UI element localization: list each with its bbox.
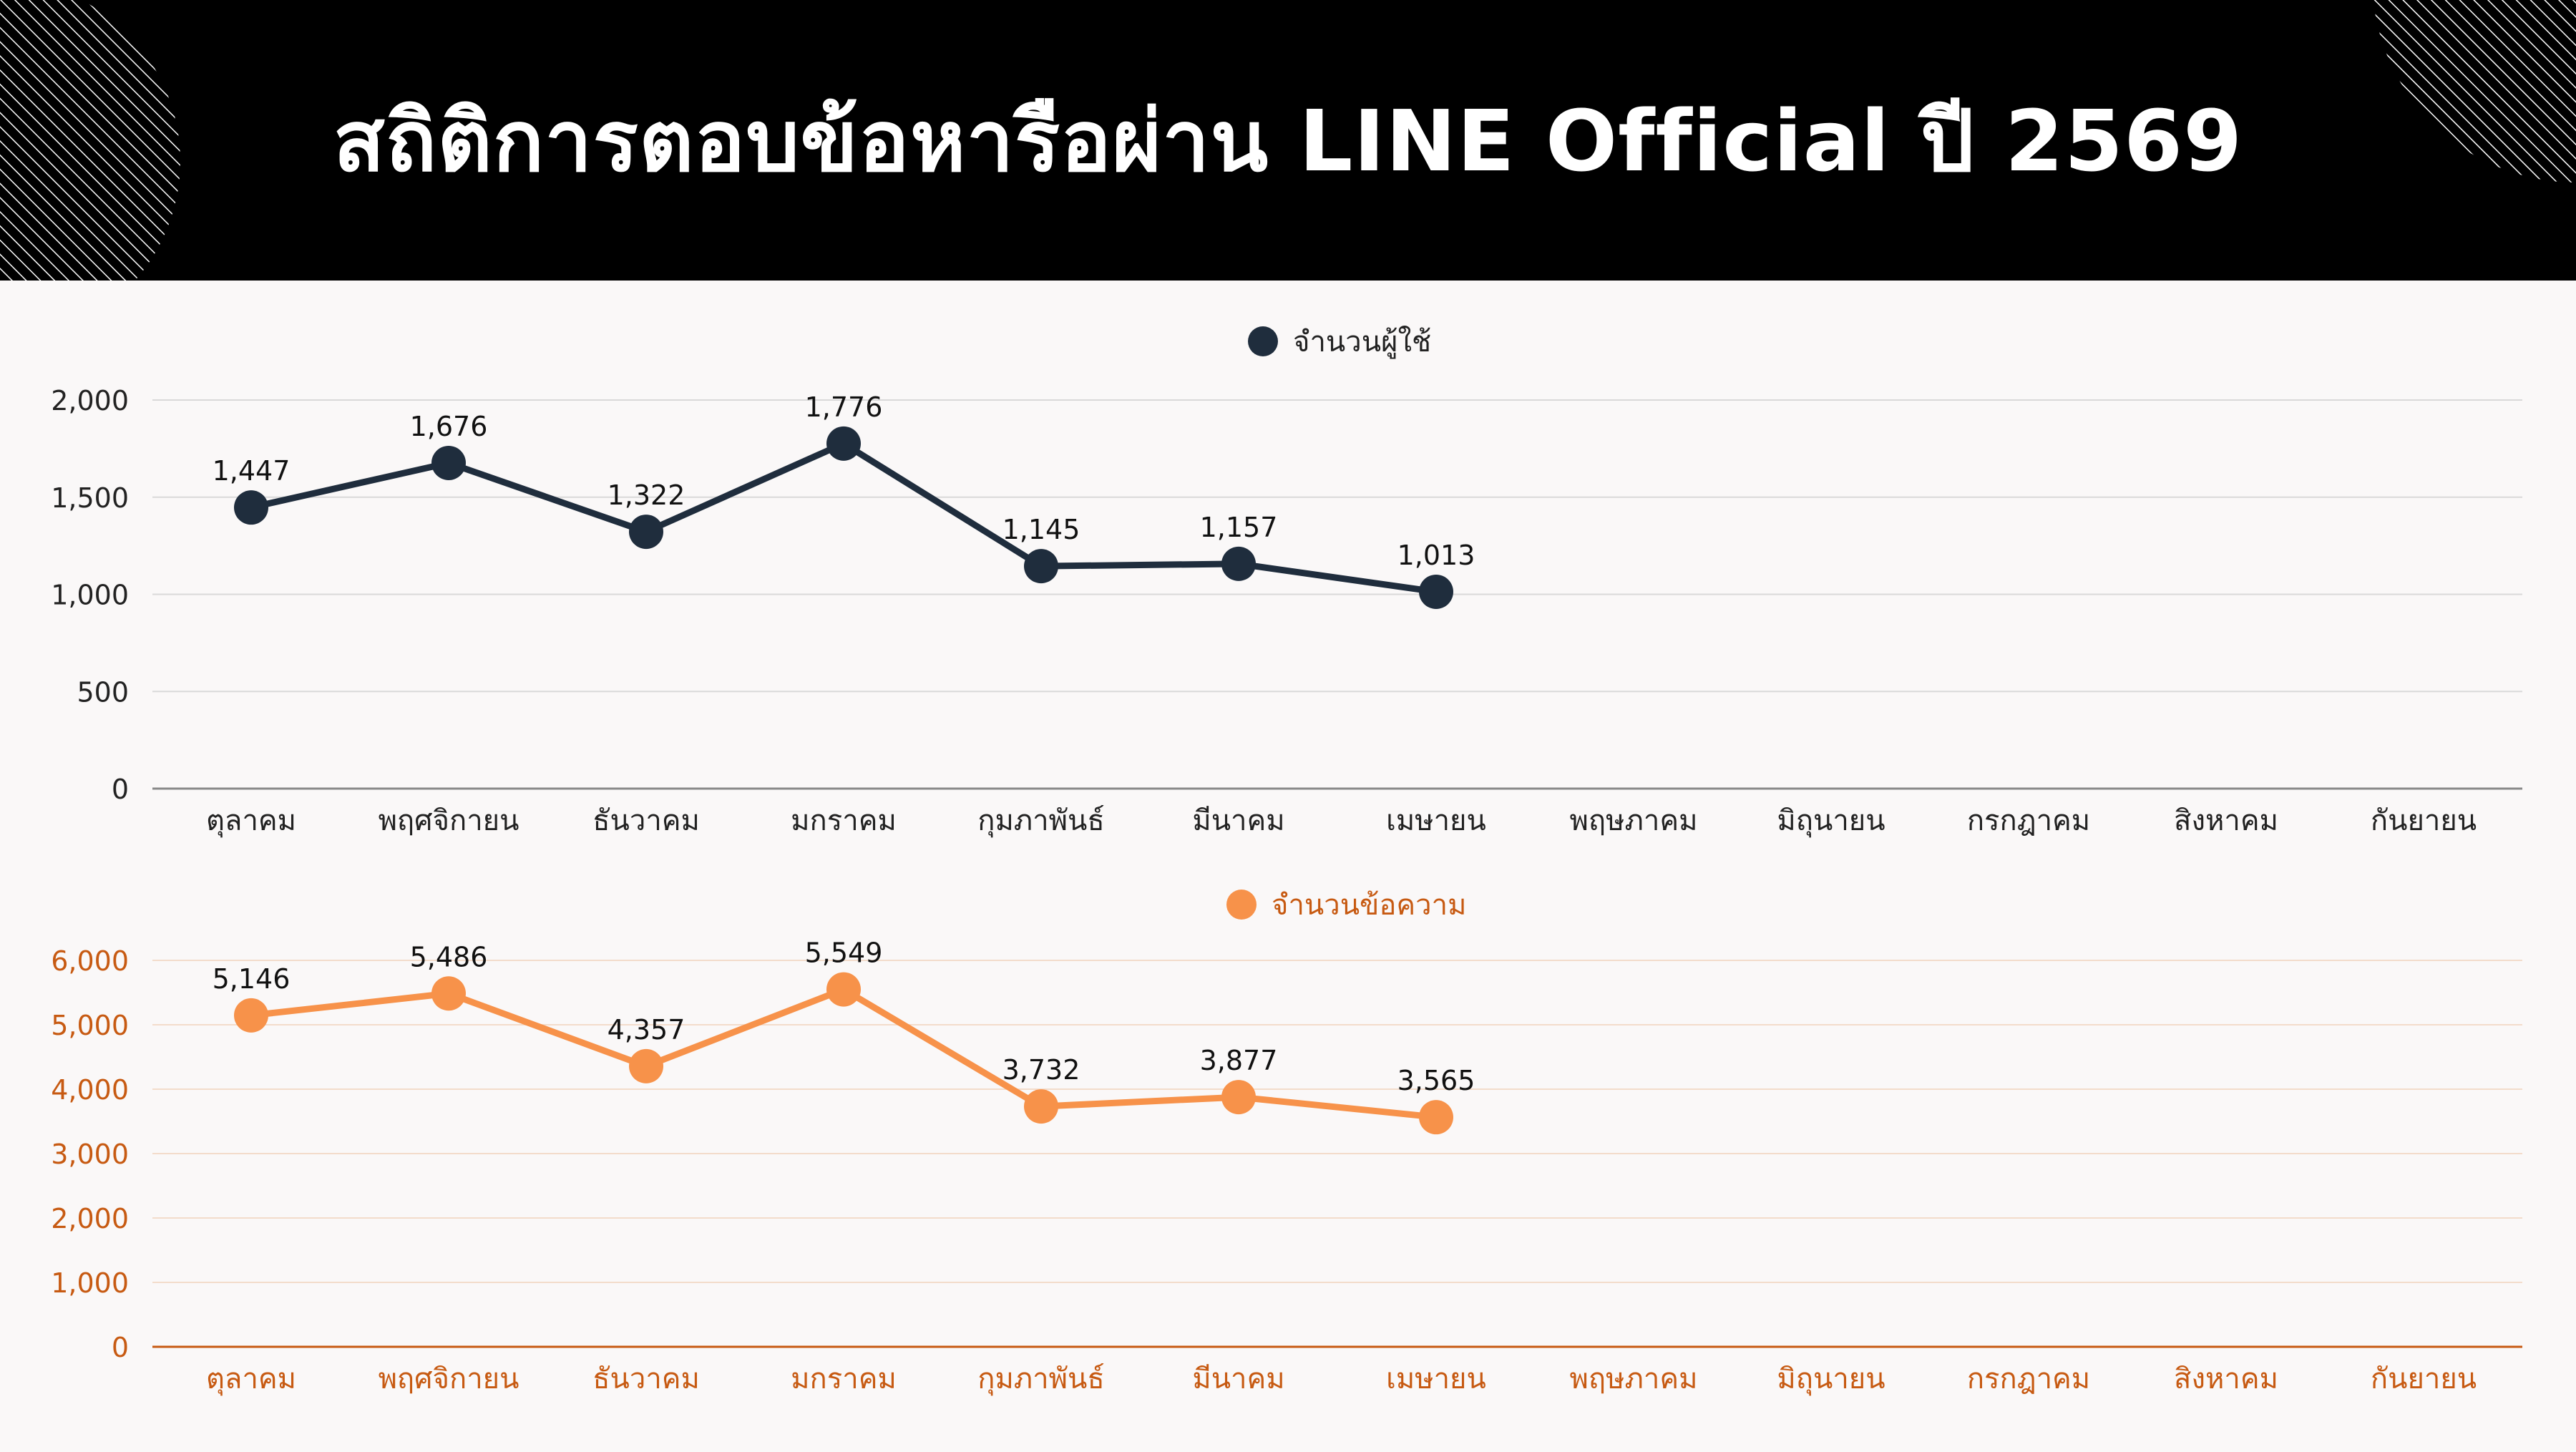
- x-tick-label: สิงหาคม: [2174, 804, 2278, 837]
- x-tick-label: กรกฎาคม: [1967, 1363, 2090, 1395]
- data-point: [1221, 546, 1256, 581]
- y-tick-label: 2,000: [51, 1203, 129, 1234]
- data-point: [431, 445, 466, 480]
- x-tick-label: พฤษภาคม: [1570, 804, 1698, 837]
- x-tick-label: พฤษภาคม: [1570, 1363, 1698, 1395]
- data-point: [1024, 549, 1058, 584]
- y-tick-label: 1,500: [51, 482, 129, 514]
- x-tick-label: มกราคม: [791, 804, 897, 837]
- x-tick-label: กันยายน: [2371, 804, 2477, 837]
- data-point: [234, 490, 268, 525]
- x-tick-label: สิงหาคม: [2174, 1363, 2278, 1395]
- x-tick-label: กุมภาพันธ์: [977, 1363, 1105, 1396]
- data-label: 1,145: [1002, 514, 1080, 545]
- data-label: 1,157: [1200, 512, 1278, 543]
- data-point: [1221, 1080, 1256, 1115]
- y-tick-label: 0: [112, 1332, 129, 1363]
- header: สถิติการตอบข้อหารือผ่าน LINE Official ปี…: [0, 0, 2576, 281]
- data-point: [826, 426, 861, 461]
- x-tick-label: ตุลาคม: [206, 1363, 296, 1396]
- data-point: [1419, 1100, 1453, 1135]
- legend-label: จำนวนข้อความ: [1272, 889, 1466, 922]
- legend-label: จำนวนผู้ใช้: [1293, 325, 1431, 359]
- x-tick-label: กันยายน: [2371, 1363, 2477, 1395]
- data-label: 5,549: [805, 937, 883, 969]
- x-tick-label: พฤศจิกายน: [379, 1363, 519, 1395]
- data-label: 3,877: [1200, 1045, 1278, 1076]
- data-label: 5,146: [213, 963, 291, 995]
- y-tick-label: 500: [77, 676, 129, 708]
- data-point: [234, 998, 268, 1033]
- y-tick-label: 6,000: [51, 945, 129, 977]
- chart-1: จำนวนผู้ใช้ 0 500 1,000 1,500 2,000 ตุลาคม พฤศจ…: [51, 325, 2522, 838]
- hatched-circle-right-decoration: [2373, 0, 2576, 182]
- y-tick-label: 4,000: [51, 1074, 129, 1106]
- y-tick-label: 1,000: [51, 1267, 129, 1299]
- y-tick-label: 0: [112, 774, 129, 805]
- y-tick-label: 1,000: [51, 580, 129, 611]
- data-label: 1,447: [213, 455, 291, 487]
- legend-marker: [1226, 890, 1257, 920]
- data-point: [629, 1048, 663, 1083]
- x-tick-label: ตุลาคม: [206, 804, 296, 838]
- x-tick-label: มีนาคม: [1192, 1363, 1284, 1395]
- data-point: [629, 515, 663, 550]
- x-tick-label: เมษายน: [1386, 804, 1486, 837]
- page-title: สถิติการตอบข้อหารือผ่าน LINE Official ปี…: [333, 92, 2243, 190]
- x-tick-label: มิถุนายน: [1777, 804, 1885, 838]
- x-tick-label: มีนาคม: [1192, 804, 1284, 837]
- x-tick-label: มิถุนายน: [1777, 1363, 1885, 1396]
- y-tick-label: 5,000: [51, 1010, 129, 1041]
- x-tick-label: กุมภาพันธ์: [977, 804, 1105, 838]
- data-label: 1,676: [410, 411, 488, 442]
- hatched-circle-left-decoration: [0, 0, 180, 281]
- data-label: 5,486: [410, 941, 488, 973]
- y-tick-label: 2,000: [51, 385, 129, 416]
- data-label: 1,013: [1397, 540, 1475, 571]
- data-label: 3,732: [1002, 1054, 1080, 1086]
- x-tick-label: ธันวาคม: [592, 1363, 700, 1395]
- charts-area: จำนวนผู้ใช้ 0 500 1,000 1,500 2,000 ตุลาคม พฤศจ…: [0, 281, 2576, 1449]
- data-label: 4,357: [608, 1014, 686, 1046]
- x-tick-label: พฤศจิกายน: [379, 804, 519, 837]
- data-point: [431, 976, 466, 1011]
- x-tick-label: มกราคม: [791, 1363, 897, 1395]
- data-label: 1,322: [608, 479, 686, 511]
- legend-marker: [1248, 326, 1278, 356]
- y-tick-label: 3,000: [51, 1139, 129, 1170]
- data-point: [826, 972, 861, 1007]
- chart-2: จำนวนข้อความ 0 1,000 2,000 3,000 4,000 5,000 6,…: [51, 889, 2522, 1396]
- data-label: 1,776: [805, 391, 883, 423]
- data-point: [1419, 574, 1453, 609]
- data-label: 3,565: [1397, 1065, 1475, 1096]
- x-tick-label: ธันวาคม: [592, 804, 700, 837]
- x-tick-label: เมษายน: [1386, 1363, 1486, 1395]
- data-point: [1024, 1089, 1058, 1124]
- x-tick-label: กรกฎาคม: [1967, 804, 2090, 837]
